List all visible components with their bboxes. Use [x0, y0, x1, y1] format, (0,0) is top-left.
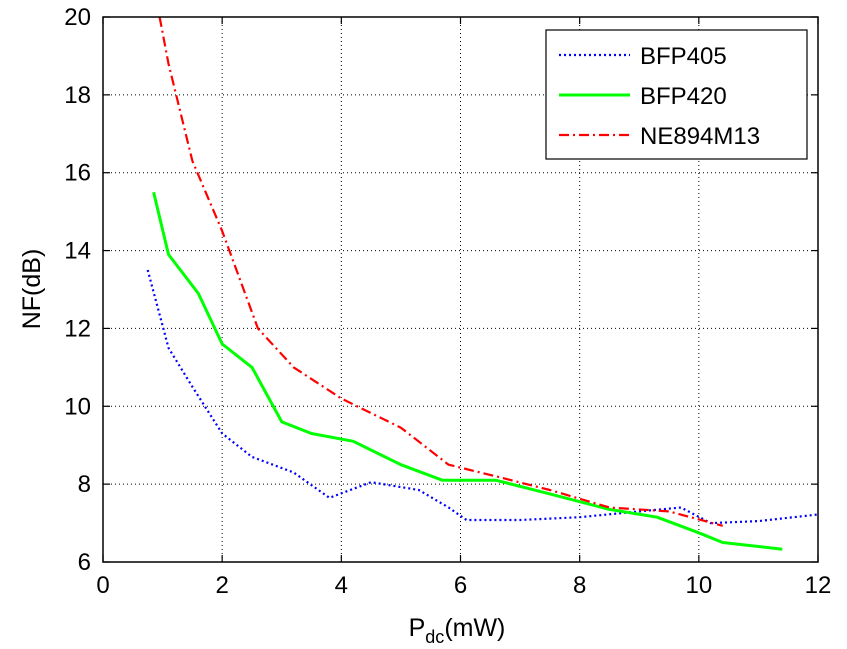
y-tick-label: 10: [64, 393, 91, 420]
legend-label-bfp420: BFP420: [640, 83, 727, 110]
x-tick-label: 10: [685, 572, 712, 599]
x-tick-label: 2: [215, 572, 228, 599]
y-tick-label: 18: [64, 82, 91, 109]
legend: BFP405 BFP420 NE894M13: [545, 29, 808, 160]
x-tick-label: 4: [335, 572, 348, 599]
x-axis-label: Pdc(mW): [409, 614, 506, 647]
x-axis-label-subscript: dc: [425, 627, 444, 647]
plot-series: [146, 16, 819, 551]
x-tick-label: 6: [454, 572, 467, 599]
legend-label-bfp405: BFP405: [640, 43, 727, 70]
y-tick-label: 14: [64, 238, 91, 265]
grid: [103, 17, 818, 562]
x-tick-label: 12: [805, 572, 832, 599]
y-tick-label: 20: [64, 4, 91, 31]
x-axis-label-unit: (mW): [444, 614, 505, 642]
y-tick-label: 8: [78, 471, 91, 498]
axis-ticks: [102, 16, 819, 563]
legend-label-ne894m13: NE894M13: [640, 123, 760, 150]
x-tick-label: 8: [573, 572, 586, 599]
y-tick-label: 12: [64, 315, 91, 342]
x-axis-label-main: P: [409, 614, 426, 642]
tick-labels: 0 2 4 6 8 10 12 6 8 10 12 14 16 18 20: [64, 4, 831, 599]
series-line-ne894m13: [158, 16, 723, 527]
y-axis-label: NF(dB): [18, 249, 46, 330]
x-tick-label: 0: [96, 572, 109, 599]
y-tick-label: 6: [78, 549, 91, 576]
series-line-bfp405: [146, 269, 819, 525]
series-line-bfp420: [152, 191, 783, 551]
y-tick-label: 16: [64, 160, 91, 187]
